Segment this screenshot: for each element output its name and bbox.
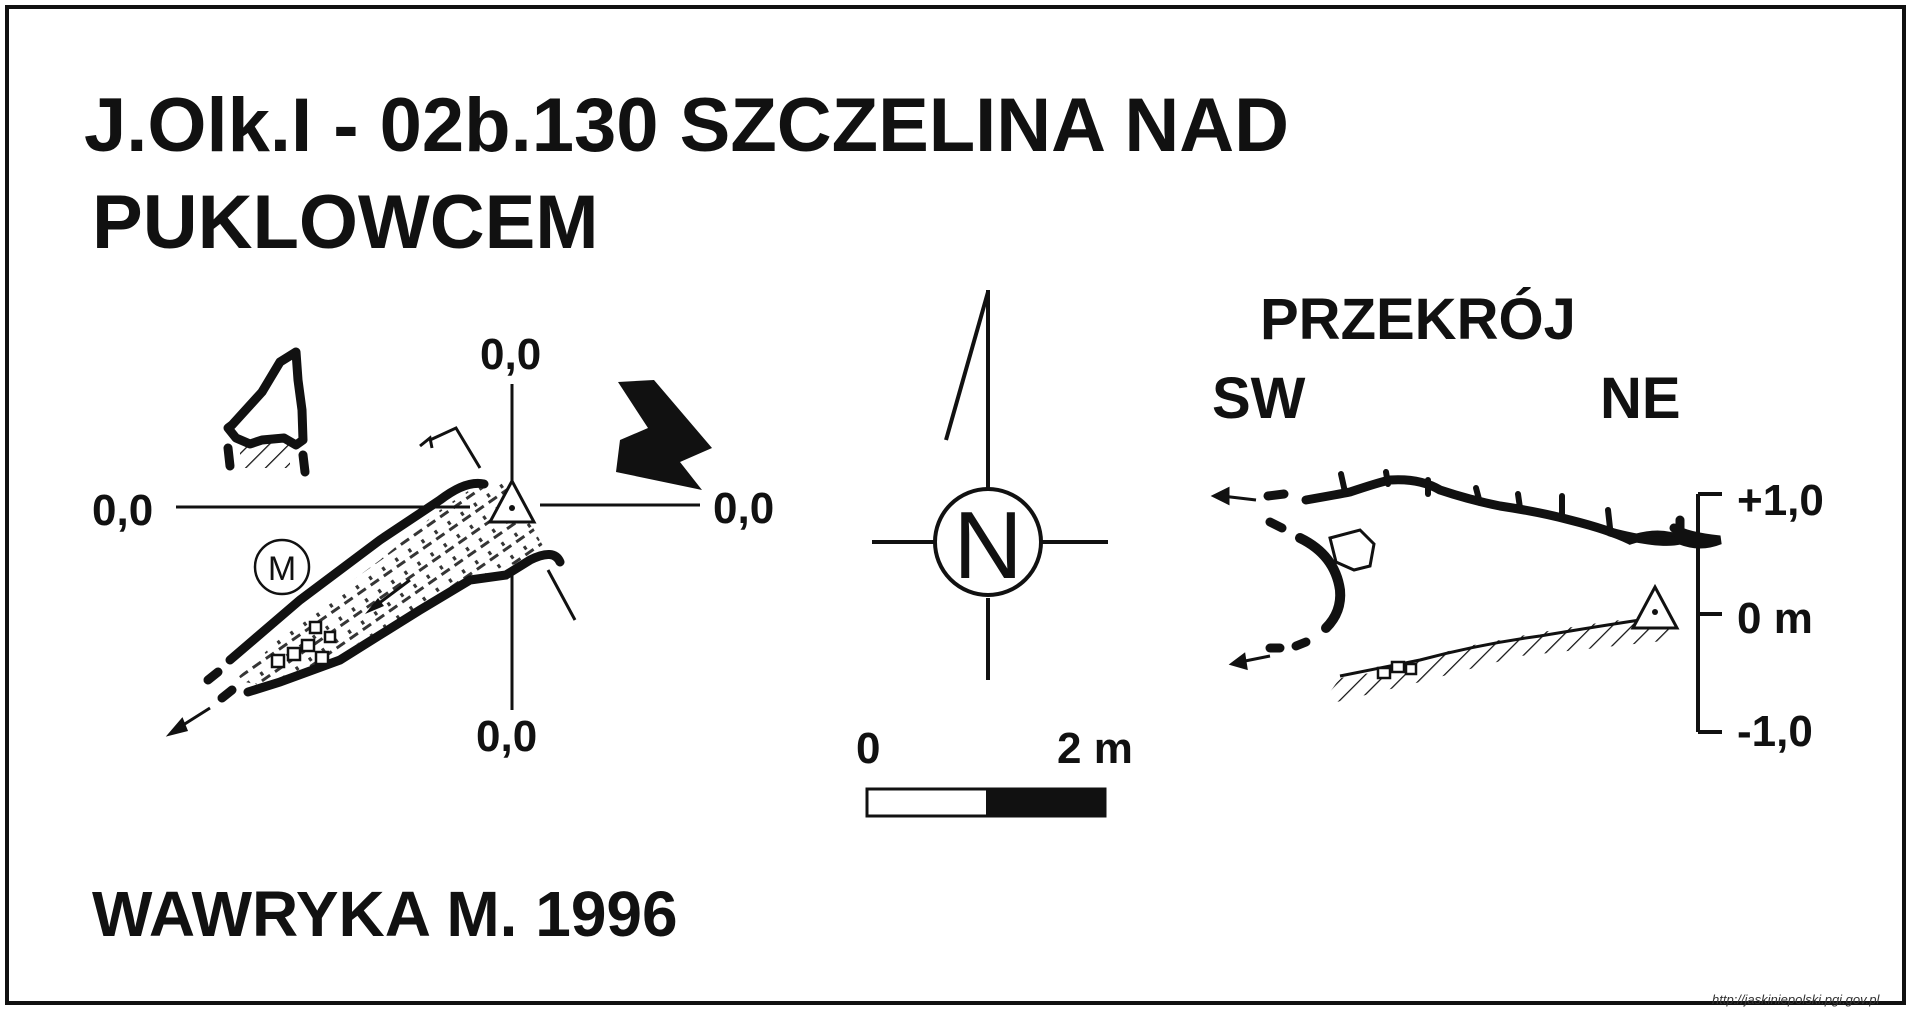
map-frame — [5, 5, 1906, 1005]
plan-axis-label-bottom: 0,0 — [476, 712, 538, 761]
section-vertical-scale — [1696, 492, 1722, 734]
section-left-wall — [1263, 489, 1346, 653]
plan-axis-label-left: 0,0 — [92, 486, 154, 535]
author-credit: WAWRYKA M. 1996 — [92, 878, 678, 950]
plan-small-outline — [223, 347, 310, 477]
section-title: PRZEKRÓJ — [1260, 287, 1576, 352]
plan-axis-label-top: 0,0 — [480, 330, 542, 379]
plan-marker-m: M — [253, 538, 311, 596]
source-url: http://jaskiniepolski.pgi.gov.pl — [1712, 992, 1880, 1007]
section-floor — [1320, 618, 1673, 706]
scale-bar-start-label: 0 — [856, 724, 881, 773]
vertical-scale-bottom-label: -1,0 — [1737, 707, 1813, 756]
vertical-scale-top-label: +1,0 — [1737, 476, 1824, 525]
section-left-label: SW — [1212, 366, 1306, 431]
section-datum-triangle — [1630, 583, 1680, 630]
section-ceiling — [1301, 469, 1722, 549]
scale-bar — [865, 787, 1107, 818]
title-line-2: PUKLOWCEM — [92, 180, 599, 265]
entrance-arrow-icon — [616, 380, 712, 490]
plan-datum-triangle — [487, 477, 537, 524]
plan-axis-label-right: 0,0 — [713, 484, 775, 533]
vertical-scale-mid-label: 0 m — [1737, 594, 1813, 643]
plan-axes — [176, 384, 700, 710]
title-line-1: J.Olk.I - 02b.130 SZCZELINA NAD — [84, 83, 1290, 168]
compass: N — [872, 290, 1108, 680]
plan-main-passage — [203, 478, 565, 703]
plan-marker-m-label: M — [268, 550, 296, 588]
compass-north-label: N — [953, 492, 1022, 599]
scale-bar-end-label: 2 m — [1057, 724, 1133, 773]
section-boulder — [1328, 528, 1376, 572]
section-right-label: NE — [1600, 366, 1681, 431]
plan-pointer-lines — [165, 426, 577, 737]
section-pointer-arrows — [1210, 486, 1271, 671]
